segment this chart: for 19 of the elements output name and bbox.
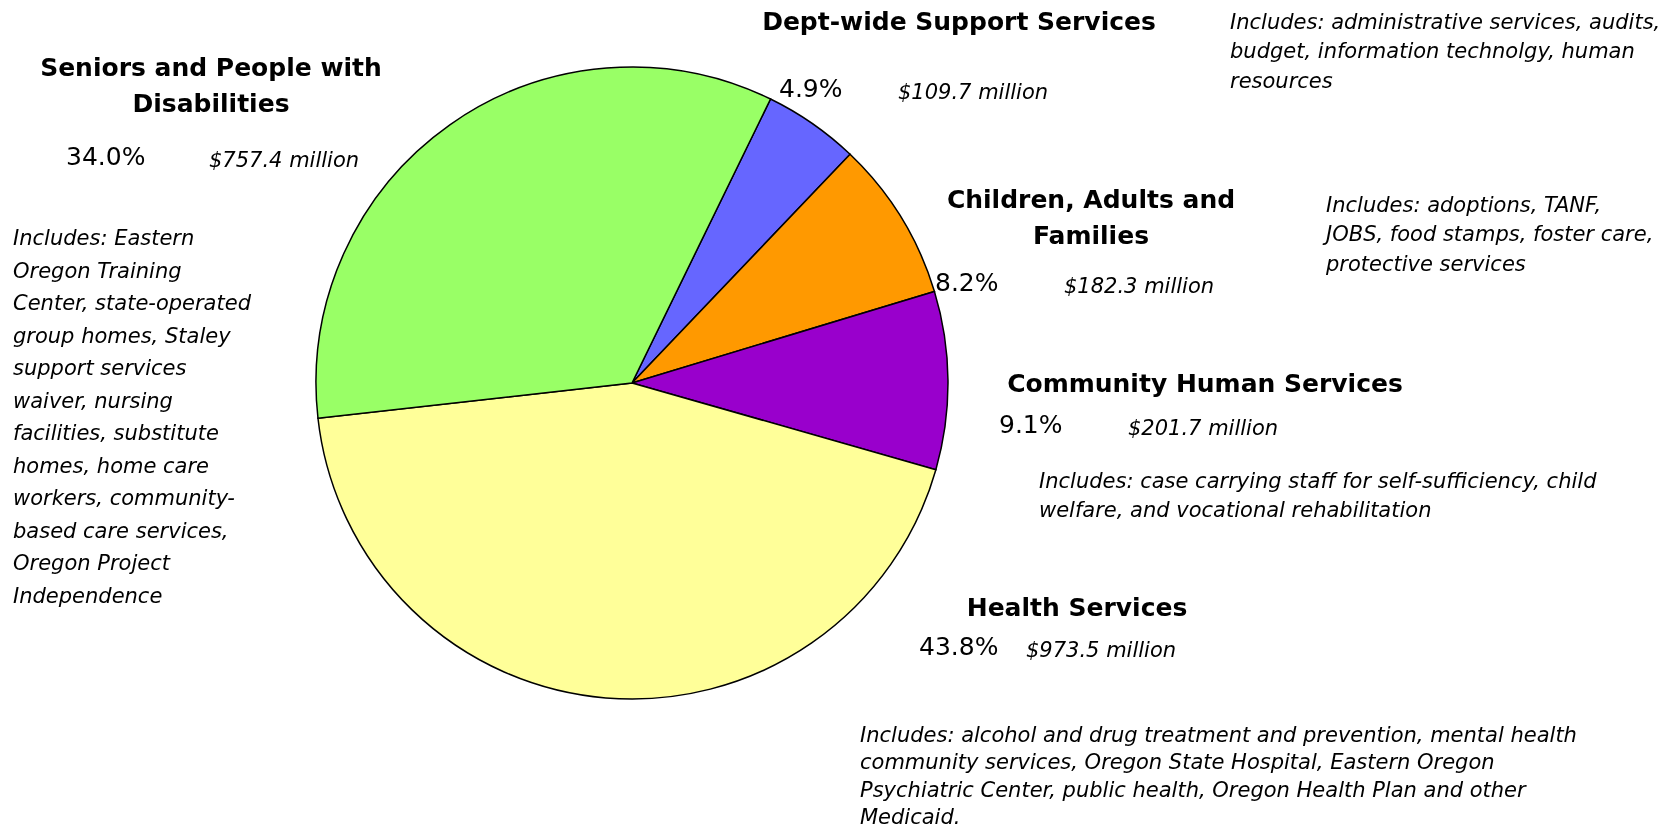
- data-label: 8.2%: [935, 268, 999, 297]
- data-label: 9.1%: [999, 410, 1063, 439]
- text: Includes: Eastern Oregon Training Center, state-operated group homes, Staley support services waiver, nursing facilities, substitute homes, home care workers, community-based care services, Oregon Project Independence: [13, 226, 251, 609]
- slice-label: Seniors and People with Disabilities: [39, 52, 383, 121]
- text: $109.7 million: [898, 80, 1049, 104]
- slice-label: Community Human Services: [1006, 368, 1404, 400]
- text: Includes: case carrying staff for self-sufficiency, child welfare, and vocational rehabilitation: [1039, 469, 1597, 523]
- slice-label: Dept-wide Support Services: [761, 6, 1157, 38]
- text: $201.7 million: [1128, 416, 1279, 440]
- data-label: 43.8%: [919, 632, 999, 661]
- text: Includes: administrative services, audits, budget, information technolgy, human resources: [1230, 10, 1661, 93]
- slice-label: Health Services: [965, 592, 1189, 624]
- text: $757.4 million: [209, 148, 360, 172]
- data-label: 34.0%: [66, 142, 146, 171]
- slice-label: Children, Adults and Families: [945, 184, 1237, 253]
- text: $973.5 million: [1026, 638, 1177, 662]
- text: Includes: alcohol and drug treatment and prevention, mental health community services, Oregon State Hospital, Eastern Oregon Psychiatric Center, public health, Oregon Health Plan and other Medicaid.: [860, 723, 1577, 829]
- text: $182.3 million: [1064, 274, 1215, 298]
- data-label: 4.9%: [779, 74, 843, 103]
